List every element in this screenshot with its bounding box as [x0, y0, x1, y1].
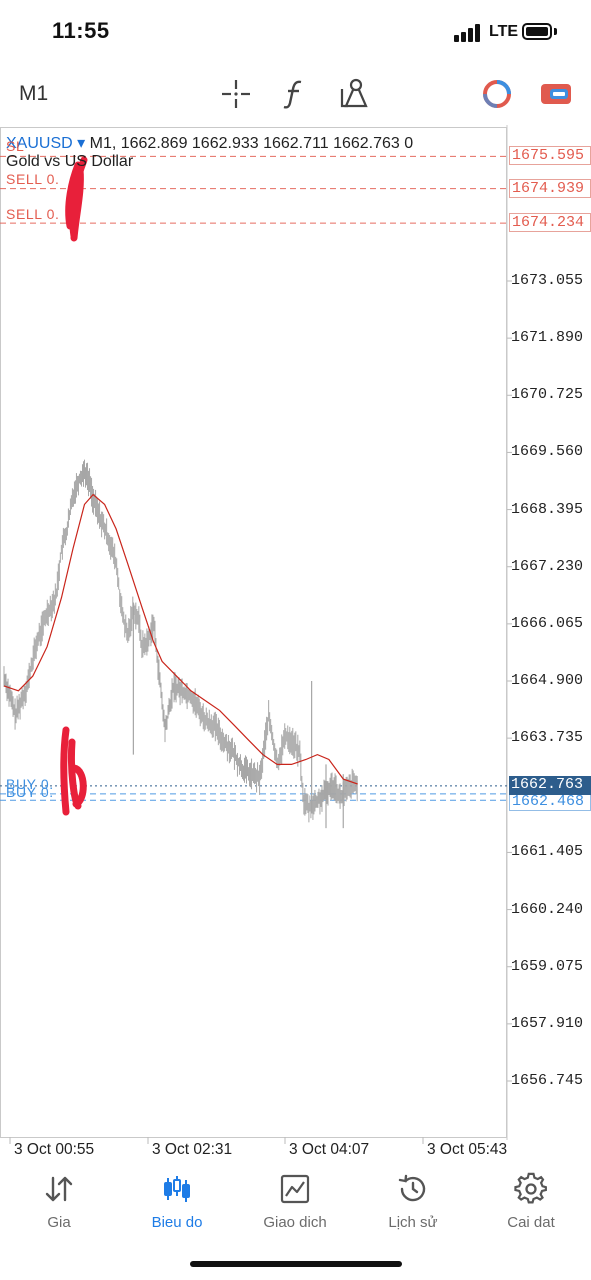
price-chart[interactable]: [0, 125, 591, 1165]
sell-price-tag: 1674.234: [509, 213, 591, 232]
y-tick-label: 1656.745: [511, 1072, 584, 1089]
cellular-signal-icon: [454, 24, 482, 42]
nav-chart[interactable]: Bieu do: [122, 1172, 232, 1231]
function-icon[interactable]: [277, 76, 313, 112]
one-click-trading-icon[interactable]: [479, 76, 515, 112]
x-tick-label: 3 Oct 00:55: [14, 1141, 95, 1158]
current-price-tag: 1662.763: [509, 776, 591, 795]
history-clock-icon: [398, 1174, 426, 1202]
chart-canvas: [0, 125, 512, 1144]
symbol-dropdown-icon[interactable]: ▾: [72, 135, 90, 152]
timeframe-selector[interactable]: M1: [19, 82, 49, 105]
trade-panel-icon[interactable]: [538, 76, 574, 112]
y-tick-label: 1657.910: [511, 1014, 584, 1032]
moving-average-line: [3, 493, 358, 785]
y-tick-label: 1670.725: [511, 386, 584, 404]
draw-objects-icon[interactable]: [337, 76, 373, 112]
y-tick-label: 1664.900: [511, 672, 584, 689]
x-tick-label: 3 Oct 04:07: [289, 1141, 370, 1158]
x-tick-label: 3 Oct 02:31: [152, 1141, 233, 1158]
battery-icon: [522, 23, 552, 40]
sell-order-label[interactable]: SELL 0.: [6, 206, 60, 222]
sell-price-tag: 1674.939: [509, 179, 591, 198]
y-tick-label: 1671.890: [511, 329, 584, 347]
bottom-navigation: Gia Bieu do Giao dich Lịch sử Cai dat: [0, 1168, 591, 1248]
battery-tip: [554, 28, 557, 35]
symbol-name[interactable]: XAUUSD: [6, 135, 73, 152]
y-tick-label: 1668.395: [511, 500, 584, 518]
nav-quotes[interactable]: Gia: [4, 1172, 114, 1231]
nav-label: Lịch sử: [388, 1214, 438, 1231]
trade-chart-icon: [280, 1174, 310, 1204]
chart-frame: [0, 127, 507, 1138]
sell-order-label[interactable]: SELL 0.: [6, 171, 60, 187]
candlestick-chart-icon: [164, 1176, 190, 1202]
network-type: LTE: [489, 23, 519, 40]
highlight-scribble: [65, 156, 88, 242]
status-time: 11:55: [52, 18, 110, 43]
settings-gear-icon: [514, 1172, 547, 1204]
sl-price-tag: 1675.595: [509, 146, 591, 165]
y-tick-label: 1661.405: [511, 843, 584, 861]
quotes-arrows-icon: [45, 1176, 73, 1202]
buy-order-label[interactable]: BUY 0.: [6, 784, 54, 800]
nav-label: Gia: [47, 1214, 71, 1231]
chart-header: XAUUSD ▾ M1, 1662.869 1662.933 1662.711 …: [6, 133, 413, 153]
nav-label: Bieu do: [151, 1214, 203, 1231]
ohlc-readout: M1, 1662.869 1662.933 1662.711 1662.763 …: [89, 135, 414, 152]
y-tick-label: 1663.735: [511, 729, 584, 747]
nav-label: Giao dich: [263, 1214, 327, 1231]
x-tick-label: 3 Oct 05:43: [427, 1141, 508, 1158]
y-tick-label: 1660.240: [511, 900, 584, 918]
nav-trade[interactable]: Giao dich: [240, 1172, 350, 1231]
crosshair-icon[interactable]: [218, 76, 254, 112]
highlight-scribble: [60, 726, 87, 816]
nav-history[interactable]: Lịch sử: [358, 1172, 468, 1231]
sl-label[interactable]: SL: [6, 138, 25, 154]
y-tick-label: 1669.560: [511, 443, 584, 461]
symbol-description: Gold vs US Dollar: [6, 153, 134, 170]
y-tick-label: 1673.055: [511, 272, 584, 289]
y-tick-label: 1659.075: [511, 957, 584, 975]
nav-label: Cai dat: [507, 1214, 555, 1231]
buy-order-label[interactable]: BUY 0.: [6, 776, 54, 792]
nav-settings[interactable]: Cai dat: [476, 1172, 586, 1231]
home-indicator: [190, 1261, 402, 1267]
y-tick-label: 1667.230: [511, 557, 584, 575]
y-tick-label: 1666.065: [511, 614, 584, 632]
